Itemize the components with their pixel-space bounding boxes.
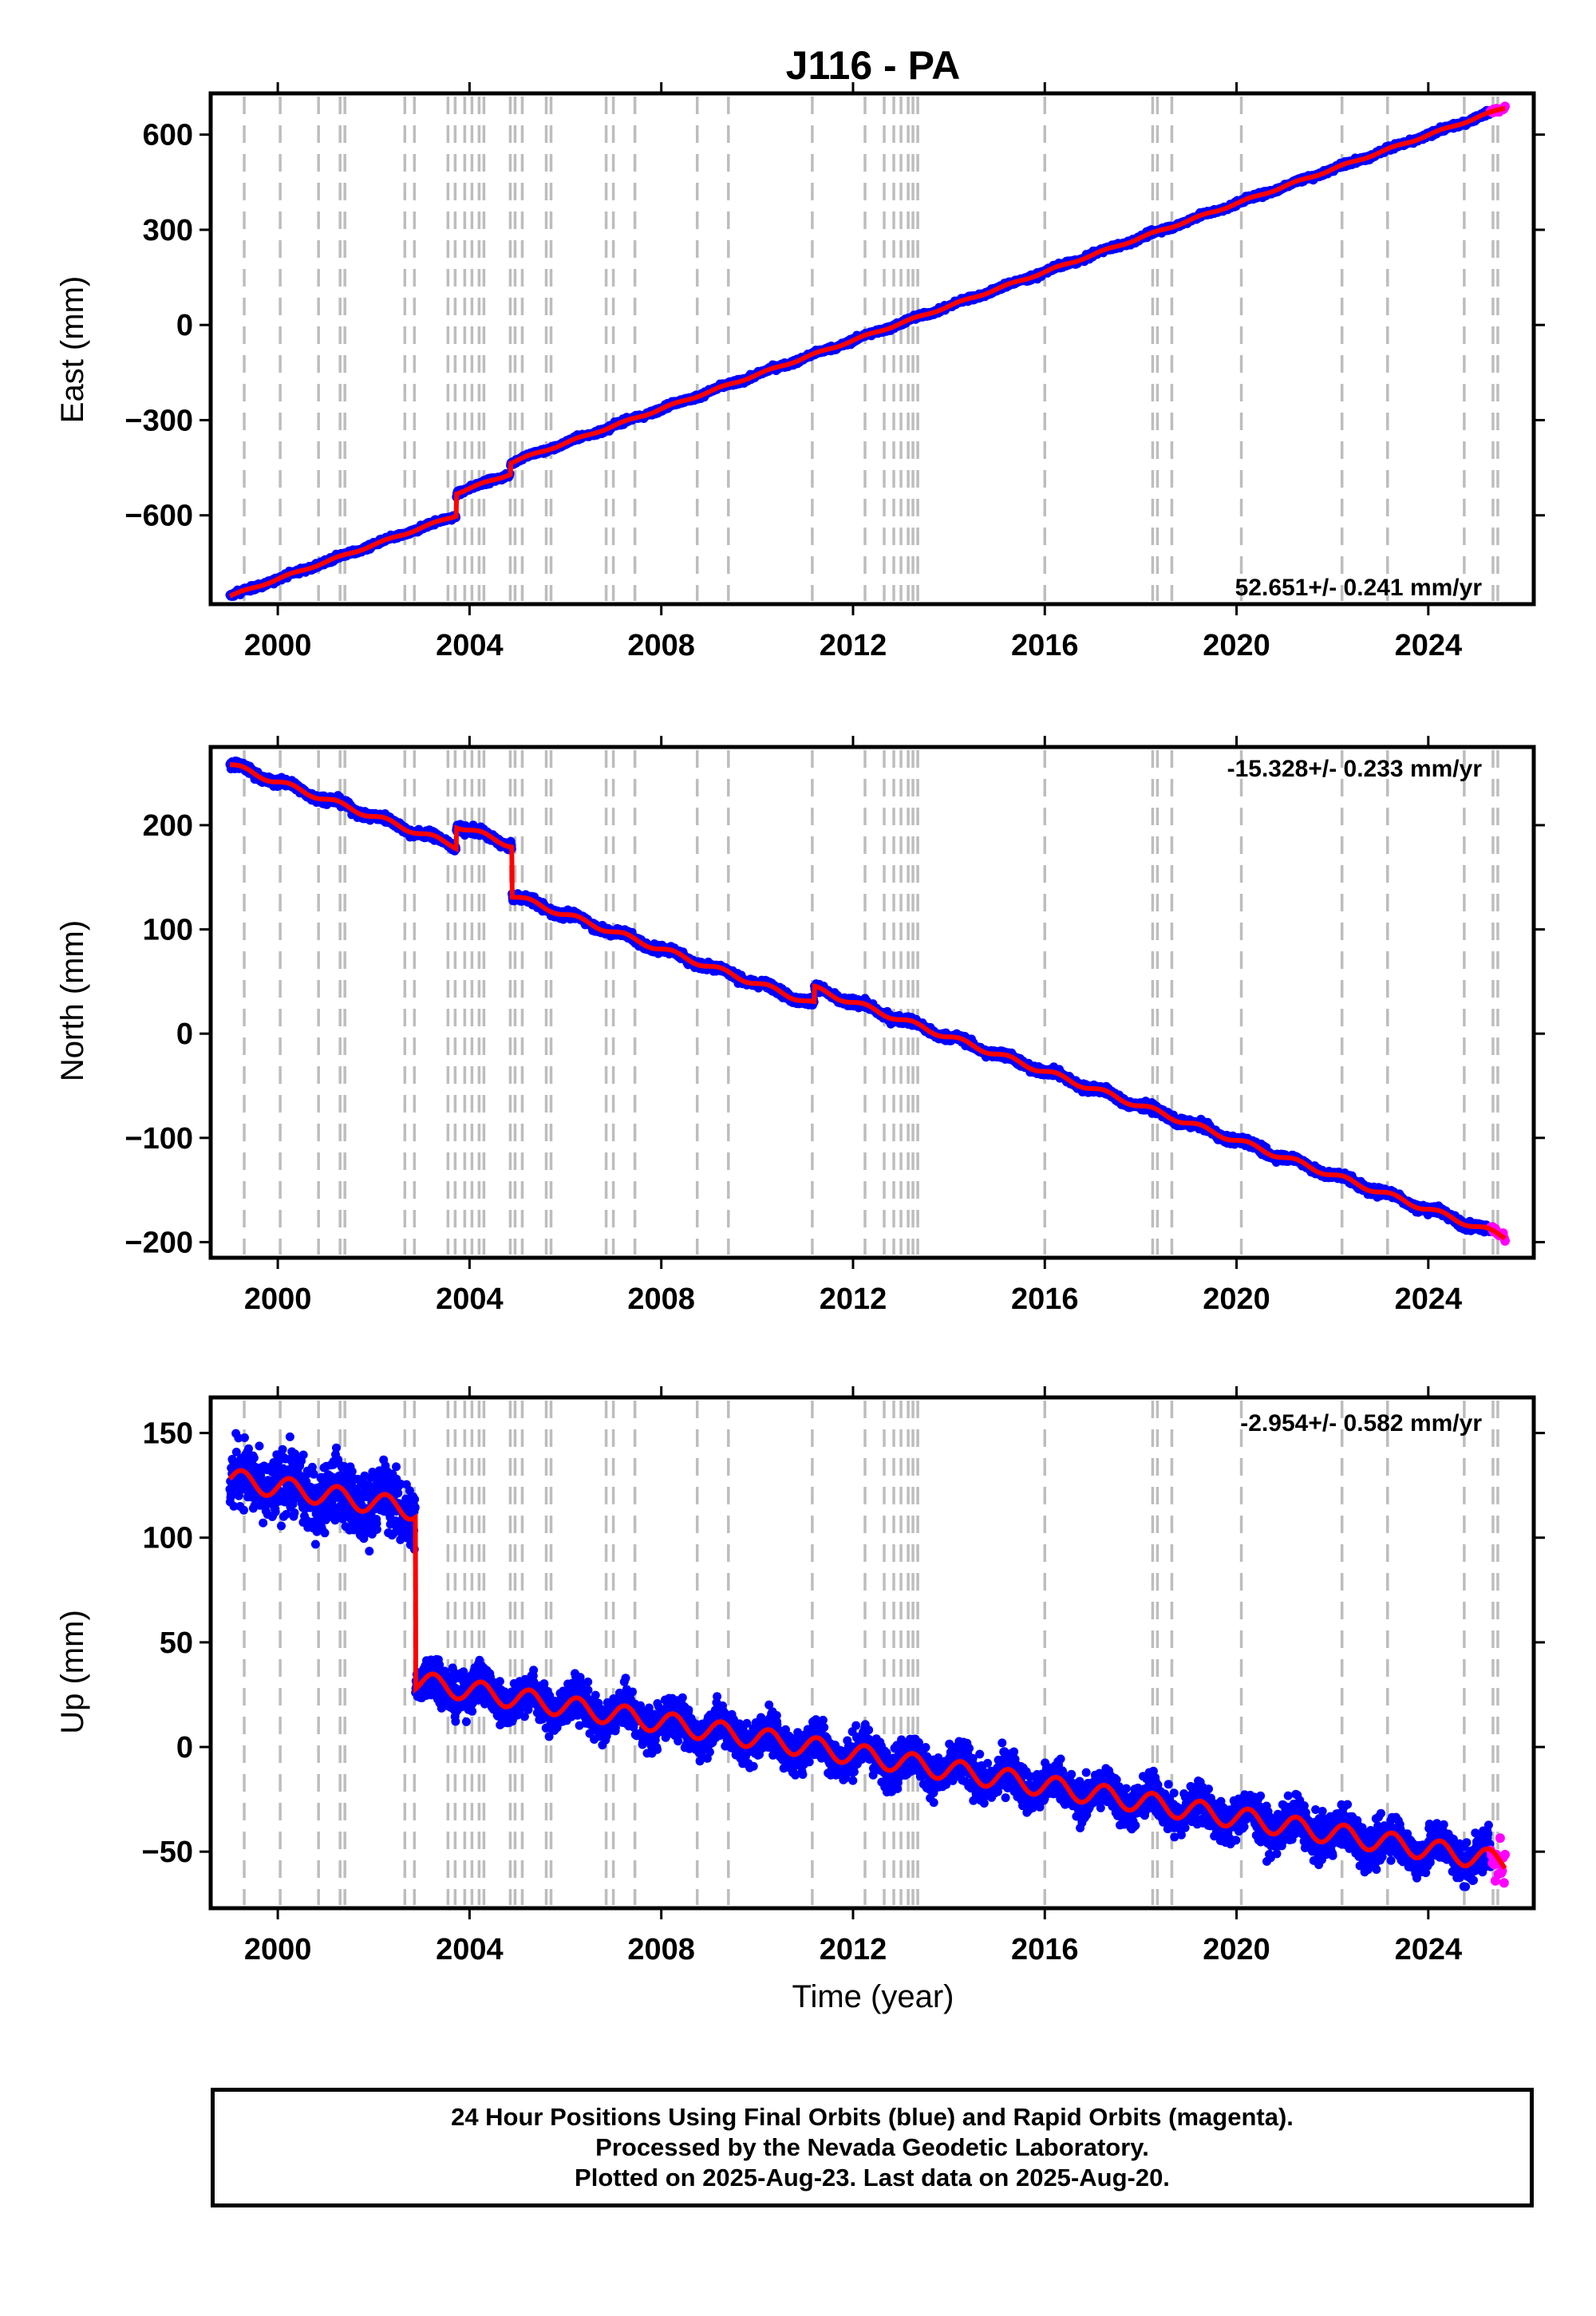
east-y-tick-label: 0	[176, 309, 193, 342]
north-ylabel: North (mm)	[55, 920, 90, 1081]
east-panel: East (mm) 600 300 0 −300 −600 2000 2004 2008 201…	[55, 82, 1545, 662]
east-x-tick-label: 2004	[436, 629, 504, 662]
east-y-tick-label: −300	[124, 404, 193, 437]
east-rate-label: 52.651+/- 0.241 mm/yr	[1235, 575, 1483, 601]
east-x-tick-label: 2016	[1011, 629, 1079, 662]
plot-title: J116 - PA	[786, 43, 961, 88]
east-x-tick-label: 2024	[1395, 629, 1463, 662]
east-x-tick-label: 2000	[244, 629, 312, 662]
east-ylabel: East (mm)	[55, 276, 90, 423]
east-x-tick-label: 2008	[627, 629, 695, 662]
east-x-tick-label: 2012	[820, 629, 887, 662]
east-y-tick-label: 300	[143, 214, 193, 247]
east-x-tick-label: 2020	[1203, 629, 1270, 662]
east-y-tick-label: 600	[143, 119, 193, 152]
east-y-tick-label: −600	[124, 500, 193, 533]
